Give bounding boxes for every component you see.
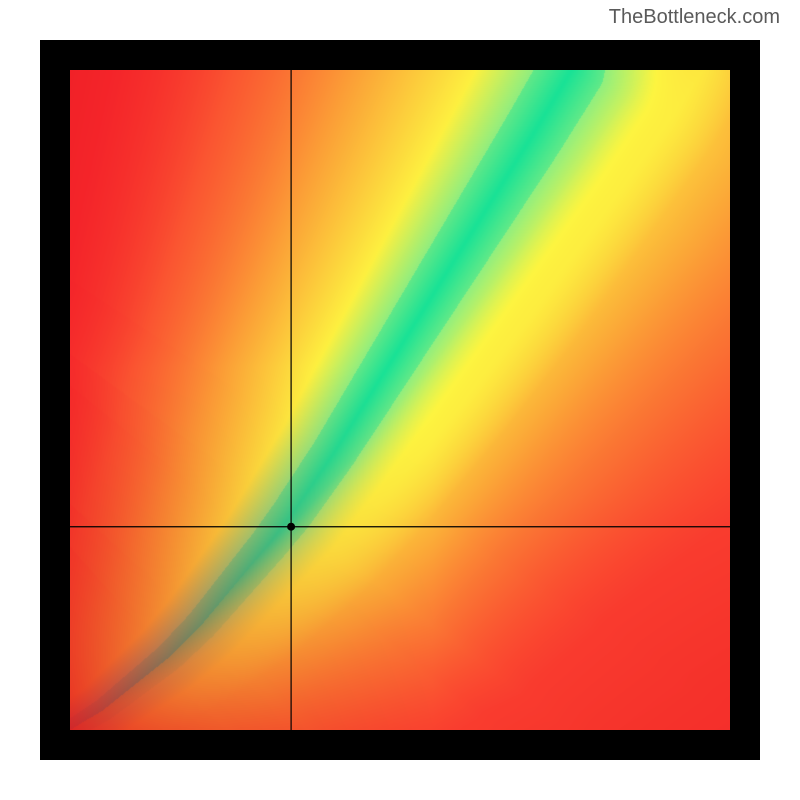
- heatmap-canvas: [70, 70, 730, 730]
- page-wrapper: TheBottleneck.com: [0, 0, 800, 800]
- plot-area: [70, 70, 730, 730]
- chart-frame: [40, 40, 760, 760]
- watermark-text: TheBottleneck.com: [609, 6, 780, 29]
